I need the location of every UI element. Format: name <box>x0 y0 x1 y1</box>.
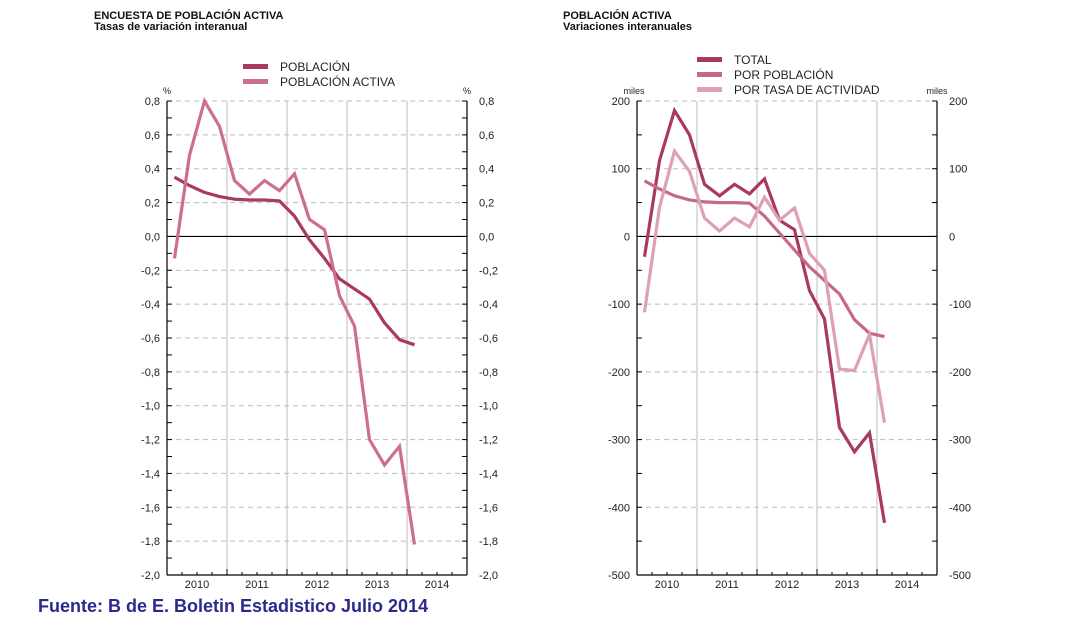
c2-y-tick-label-left: 200 <box>612 96 630 108</box>
c1-legend-label-0: POBLACIÓN <box>280 59 350 74</box>
c2-legend-label-0: TOTAL <box>734 53 772 67</box>
c2-series-line-1 <box>643 179 885 339</box>
c1-y-tick-label-left: -1,6 <box>141 502 160 514</box>
c1-y-unit-right: % <box>463 86 471 96</box>
c1-y-tick-label-left: -1,4 <box>141 468 160 480</box>
chart2-subtitle: Variaciones interanuales <box>563 21 693 33</box>
c1-y-tick-label-left: -0,2 <box>141 265 160 277</box>
c1-y-tick-label-left: -0,6 <box>141 333 160 345</box>
chart1-title: ENCUESTA DE POBLACIÓN ACTIVA <box>94 10 284 22</box>
c1-y-tick-label-left: -2,0 <box>141 570 160 582</box>
c1-y-tick-label-right: -1,0 <box>479 401 498 413</box>
c2-y-tick-label-left: -100 <box>608 299 630 311</box>
c1-y-tick-label-right: 0,4 <box>479 164 494 176</box>
c1-y-tick-label-right: -1,2 <box>479 435 498 447</box>
c2-y-unit-left: miles <box>623 86 645 96</box>
c2-y-tick-label-right: 100 <box>949 164 967 176</box>
c1-y-tick-label-right: 0,2 <box>479 198 494 210</box>
c1-y-tick-label-left: 0,8 <box>145 96 160 108</box>
c1-y-tick-label-left: 0,0 <box>145 231 160 243</box>
c2-y-tick-label-right: 0 <box>949 231 955 243</box>
c2-y-tick-label-left: -200 <box>608 367 630 379</box>
c1-y-tick-label-left: -1,8 <box>141 536 160 548</box>
c2-x-tick-label-2011: 2011 <box>715 579 739 591</box>
source-note: Fuente: B de E. Boletin Estadistico Juli… <box>38 596 429 616</box>
c1-legend-swatch-1 <box>243 79 268 84</box>
c2-y-tick-label-left: -400 <box>608 502 630 514</box>
c1-legend-label-1: POBLACIÓN ACTIVA <box>280 74 395 89</box>
c2-y-tick-label-right: -400 <box>949 502 971 514</box>
c2-y-tick-label-left: 0 <box>624 231 630 243</box>
c1-y-tick-label-right: -0,2 <box>479 265 498 277</box>
c1-y-tick-label-right: -1,8 <box>479 536 498 548</box>
c1-x-tick-label-2013: 2013 <box>365 579 389 591</box>
c1-y-tick-label-left: -0,8 <box>141 367 160 379</box>
c2-y-tick-label-right: -300 <box>949 435 971 447</box>
c1-y-tick-label-left: 0,6 <box>145 130 160 142</box>
c1-y-tick-label-right: 0,8 <box>479 96 494 108</box>
c1-y-tick-label-right: -0,8 <box>479 367 498 379</box>
c2-legend-label-1: POR POBLACIÓN <box>734 67 833 82</box>
c1-y-tick-label-right: -2,0 <box>479 570 498 582</box>
c2-legend-label-2: POR TASA DE ACTIVIDAD <box>734 83 880 97</box>
c2-x-tick-label-2010: 2010 <box>655 579 679 591</box>
c2-y-tick-label-right: 200 <box>949 96 967 108</box>
c2-series-line-0 <box>642 106 887 524</box>
c1-y-tick-label-right: -0,4 <box>479 299 498 311</box>
c1-x-tick-label-2012: 2012 <box>305 579 329 591</box>
c2-x-tick-label-2012: 2012 <box>775 579 799 591</box>
c1-y-tick-label-right: -0,6 <box>479 333 498 345</box>
c1-y-unit-left: % <box>163 86 171 96</box>
c2-y-unit-right: miles <box>926 86 948 96</box>
c1-x-tick-label-2011: 2011 <box>245 579 269 591</box>
c2-y-tick-label-left: 100 <box>612 164 630 176</box>
c1-y-tick-label-left: -0,4 <box>141 299 160 311</box>
c1-y-tick-label-right: -1,6 <box>479 502 498 514</box>
c1-x-tick-label-2014: 2014 <box>425 579 449 591</box>
c1-y-tick-label-left: -1,0 <box>141 401 160 413</box>
c2-series-line-2 <box>642 147 887 423</box>
c1-x-tick-label-2010: 2010 <box>185 579 209 591</box>
c2-y-tick-label-right: -100 <box>949 299 971 311</box>
c1-y-tick-label-left: 0,2 <box>145 198 160 210</box>
c1-series-line-0 <box>173 175 416 347</box>
c2-x-tick-label-2013: 2013 <box>835 579 859 591</box>
c1-y-tick-label-left: 0,4 <box>145 164 160 176</box>
c2-y-tick-label-left: -500 <box>608 570 630 582</box>
c1-y-tick-label-right: 0,6 <box>479 130 494 142</box>
c2-legend-swatch-1 <box>697 72 722 77</box>
c1-series-line-1 <box>172 96 417 545</box>
c2-y-tick-label-right: -500 <box>949 570 971 582</box>
chart1-subtitle: Tasas de variación interanual <box>94 21 248 33</box>
c1-y-tick-label-left: -1,2 <box>141 435 160 447</box>
c1-y-tick-label-right: 0,0 <box>479 231 494 243</box>
c2-legend-swatch-2 <box>697 87 722 92</box>
c2-y-tick-label-right: -200 <box>949 367 971 379</box>
c2-legend-swatch-0 <box>697 57 722 62</box>
c1-y-tick-label-right: -1,4 <box>479 468 498 480</box>
c2-x-tick-label-2014: 2014 <box>895 579 919 591</box>
chart2-title: POBLACIÓN ACTIVA <box>563 10 672 22</box>
c1-legend-swatch-0 <box>243 64 268 69</box>
c2-y-tick-label-left: -300 <box>608 435 630 447</box>
